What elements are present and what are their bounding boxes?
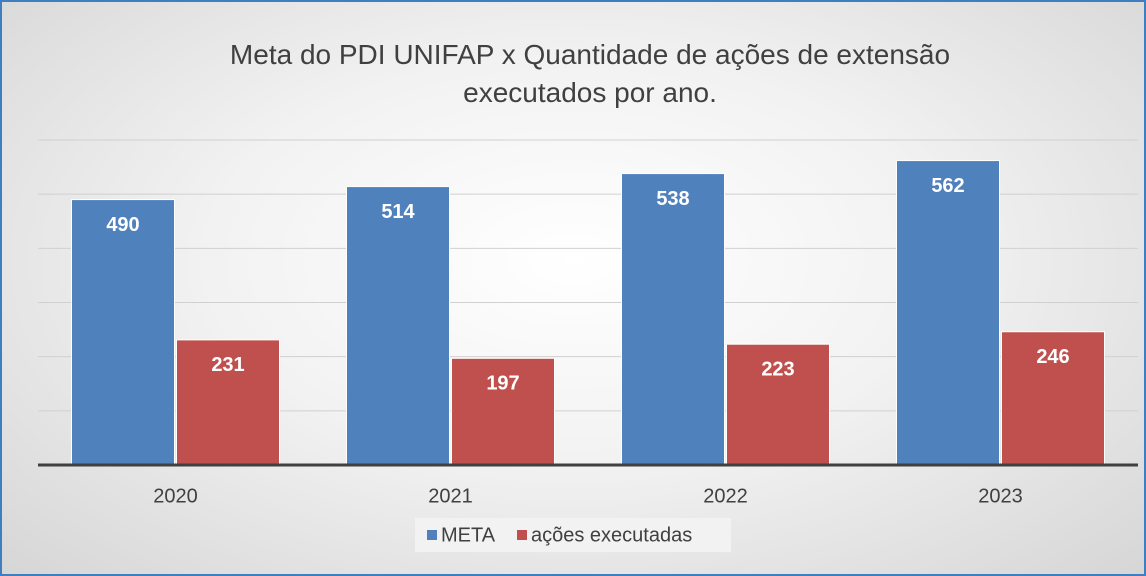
legend-box <box>415 518 731 552</box>
chart-title: Meta do PDI UNIFAP x Quantidade de ações… <box>229 39 951 108</box>
bar <box>451 357 555 466</box>
x-tick-label: 2023 <box>978 485 1023 507</box>
data-label: 231 <box>211 354 244 376</box>
legend-label: ações executadas <box>531 524 692 546</box>
legend-swatch <box>427 530 437 540</box>
bar <box>621 173 725 466</box>
data-label: 490 <box>106 214 139 236</box>
data-label: 223 <box>761 358 794 380</box>
bar <box>71 199 175 466</box>
legend-swatch <box>517 530 527 540</box>
x-tick-label: 2020 <box>153 485 198 507</box>
bar <box>176 339 280 466</box>
bar <box>726 343 830 466</box>
data-label: 514 <box>381 201 415 223</box>
legend-label: META <box>441 524 496 546</box>
bar <box>896 160 1000 466</box>
data-label: 562 <box>931 175 964 197</box>
x-tick-label: 2022 <box>703 485 748 507</box>
data-label: 197 <box>486 373 519 395</box>
data-label: 538 <box>656 188 689 210</box>
bar <box>346 186 450 466</box>
x-tick-label: 2021 <box>428 485 473 507</box>
data-label: 246 <box>1036 346 1069 368</box>
